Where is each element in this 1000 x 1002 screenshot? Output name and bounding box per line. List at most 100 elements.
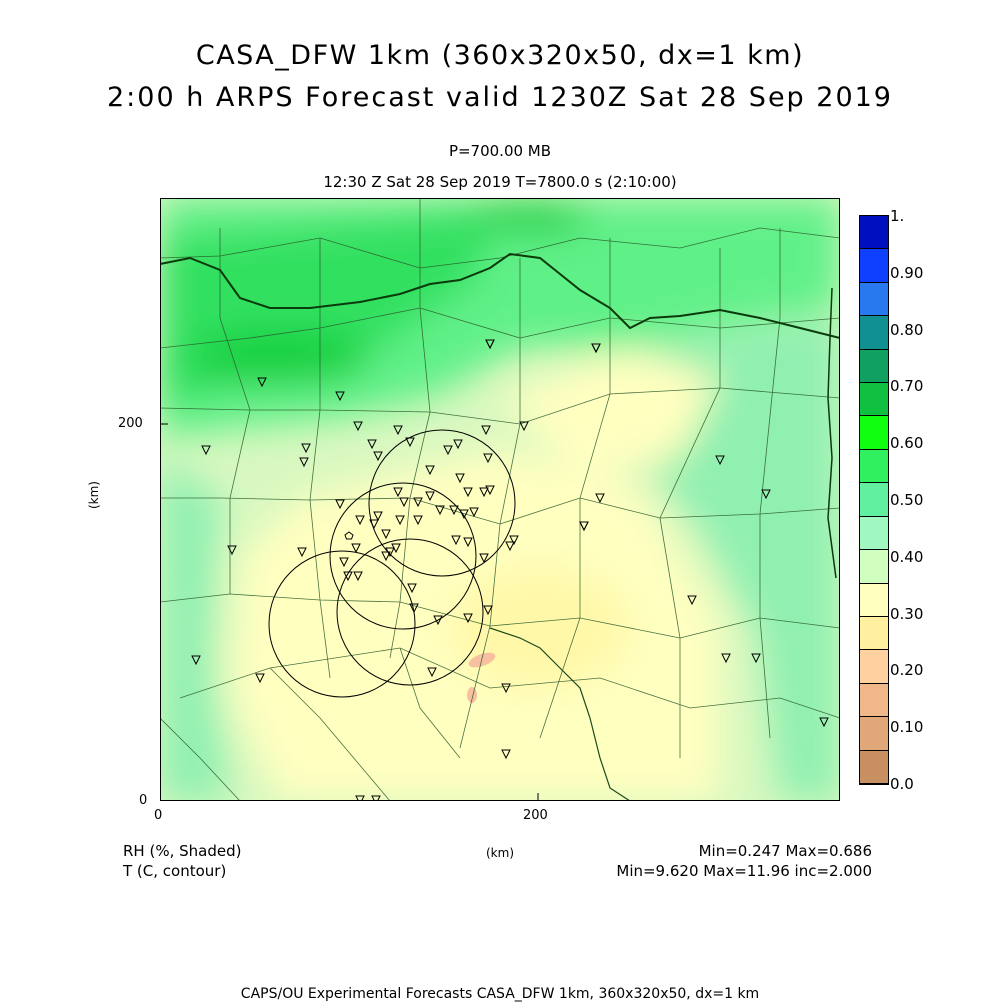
station-marker [339,557,349,568]
colorbar-tick-label: 0.70 [890,377,924,396]
colorbar-segment [860,349,888,384]
station-marker [405,437,415,448]
station-marker [463,537,473,548]
station-marker [451,535,461,546]
station-marker [427,667,437,678]
station-marker [715,455,725,466]
station-marker [591,343,601,354]
county-boundaries [160,198,840,801]
station-marker [191,655,201,666]
colorbar-tick-label: 0.50 [890,491,924,509]
station-marker [335,391,345,402]
station-marker [355,515,365,526]
colorbar-tick-label: 0.30 [890,604,924,623]
colorbar-segment [860,416,888,450]
rh-field-label: RH (%, Shaded) [123,842,242,860]
station-marker [353,571,363,582]
station-marker [485,485,495,496]
station-marker [469,507,479,518]
station-marker [255,673,265,684]
station-marker [367,439,377,450]
station-marker [425,465,435,476]
colorbar-tick-label: 0.10 [890,718,924,737]
station-marker [395,515,405,526]
station-marker [687,595,697,606]
station-marker [463,613,473,624]
station-marker [425,491,435,502]
station-marker [501,683,511,694]
temperature-min-max: Min=9.620 Max=11.96 inc=2.000 [616,862,872,880]
station-marker [373,451,383,462]
station-marker [453,439,463,450]
x-tick-label-200: 200 [523,808,548,823]
colorbar-segment [860,282,888,317]
station-marker [393,425,403,436]
station-marker [373,511,383,522]
colorbar [859,215,889,785]
pressure-level: P=700.00 MB [448,142,552,160]
station-marker [413,497,423,508]
colorbar-segment [860,550,888,584]
station-marker [501,749,511,760]
chart-subtitle: 2:00 h ARPS Forecast valid 1230Z Sat 28 … [107,82,893,113]
station-marker [257,377,267,388]
center-pentagon [344,531,354,540]
station-marker [481,425,491,436]
station-marker [579,521,589,532]
station-marker [413,515,423,526]
colorbar-segment [860,750,888,784]
station-marker [505,541,515,552]
station-marker [595,493,605,504]
station-marker [407,583,417,594]
station-marker [335,499,345,510]
chart-title: CASA_DFW 1km (360x320x50, dx=1 km) [195,40,805,71]
map-frame [160,198,840,801]
colorbar-segment [860,516,888,551]
colorbar-segment [860,216,888,250]
radar-range-rings [268,429,516,698]
colorbar-segment [860,650,888,684]
colorbar-tick-label: 0.20 [890,661,924,680]
colorbar-segment [860,383,888,417]
rh-dry-band [500,348,720,478]
station-marker [201,445,211,456]
station-marker [483,605,493,616]
station-markers [191,339,829,801]
rh-moist-north-core [470,202,590,234]
station-marker [479,487,489,498]
station-marker [299,457,309,468]
station-marker [301,443,311,454]
x-tick-label-0: 0 [154,808,163,823]
station-marker [443,445,453,456]
station-marker [519,421,529,432]
colorbar-segment [860,683,888,718]
valid-time: 12:30 Z Sat 28 Sep 2019 T=7800.0 s (2:10… [323,173,677,191]
colorbar-tick-label: 0.80 [890,320,924,339]
station-marker [449,505,459,516]
station-marker [409,603,419,614]
colorbar-segment [860,717,888,751]
station-marker [509,535,519,546]
station-marker [227,545,237,556]
station-marker [297,547,307,558]
rh-min-max: Min=0.247 Max=0.686 [698,842,872,860]
station-marker [435,505,445,516]
station-marker [819,717,829,728]
colorbar-tick-label: 0.90 [890,263,924,282]
colorbar-tick-label: 0.40 [890,547,924,566]
station-marker [381,529,391,540]
colorbar-segment [860,316,888,350]
station-marker [463,487,473,498]
rh-map [160,198,840,801]
river-south [489,627,631,801]
station-marker [381,551,391,562]
station-marker [433,615,443,626]
temperature-field-label: T (C, contour) [123,862,227,880]
colorbar-tick-label: 1. [890,207,905,225]
rh-moist-core [190,330,370,386]
colorbar-segment [860,449,888,484]
station-marker [485,339,495,350]
axis-ticks [160,423,539,801]
station-marker [351,543,361,554]
colorbar-segment [860,483,888,517]
